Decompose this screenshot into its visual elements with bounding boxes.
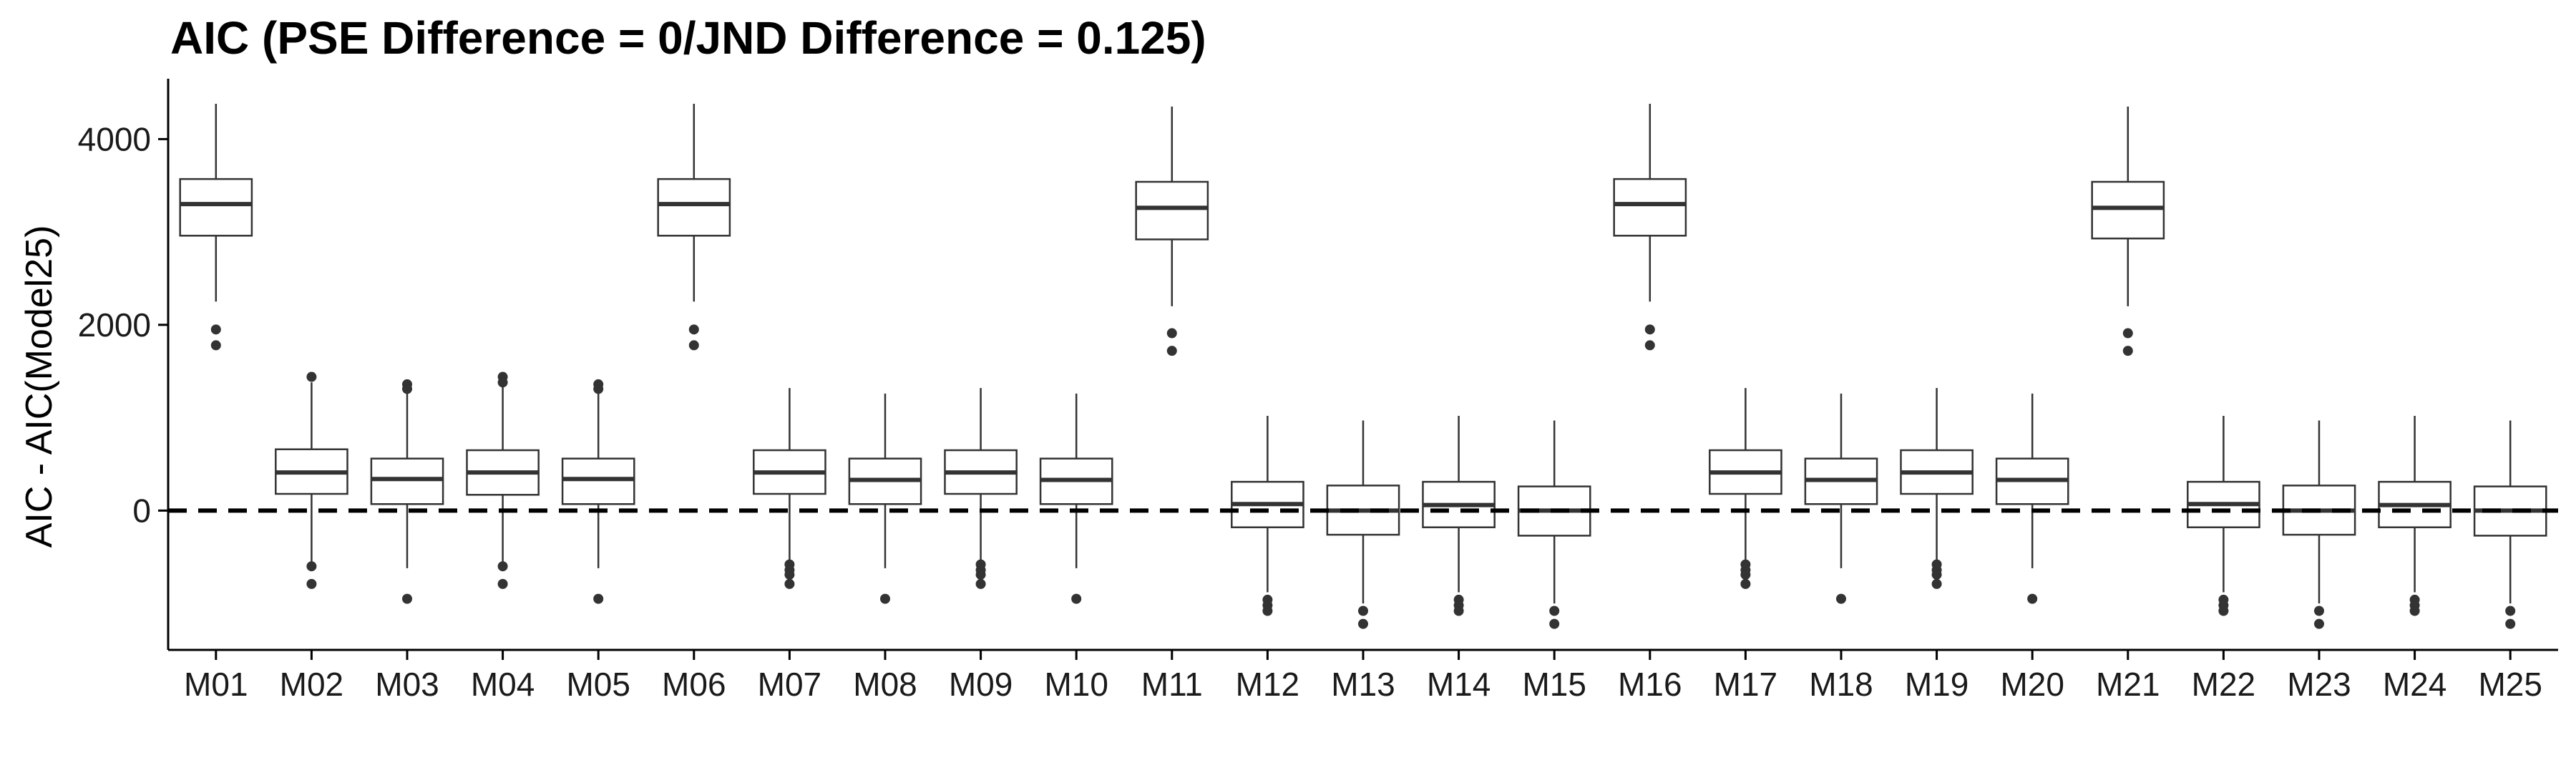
box bbox=[657, 178, 731, 237]
x-tick-label: M10 bbox=[1044, 666, 1108, 703]
y-tick-label: 2000 bbox=[78, 306, 151, 344]
x-tick-label: M19 bbox=[1905, 666, 1968, 703]
box bbox=[1613, 178, 1687, 237]
x-tick-label: M13 bbox=[1331, 666, 1395, 703]
box bbox=[1135, 180, 1209, 240]
outlier-point bbox=[2122, 346, 2133, 356]
outlier-point bbox=[975, 578, 986, 589]
x-tick-label: M11 bbox=[1141, 666, 1203, 703]
box bbox=[2091, 180, 2165, 240]
outlier-point bbox=[497, 578, 508, 589]
outlier-point bbox=[306, 561, 317, 572]
outlier-point bbox=[1549, 618, 1560, 629]
plot-area: 0 2000 4000 M01 M02 M03 M04 M05 M06 M07 M08 M09 M10 M… bbox=[78, 104, 2558, 703]
outlier-point bbox=[210, 324, 221, 335]
x-tick-label: M03 bbox=[375, 666, 439, 703]
outlier-point bbox=[975, 569, 986, 580]
outlier-point bbox=[1166, 346, 1177, 356]
outlier-point bbox=[2505, 618, 2516, 629]
x-tick-label: M06 bbox=[662, 666, 726, 703]
outlier-point bbox=[1644, 340, 1655, 351]
outlier-point bbox=[306, 371, 317, 382]
outlier-point bbox=[402, 593, 412, 604]
outlier-point bbox=[1071, 593, 1082, 604]
outlier-point bbox=[2505, 606, 2516, 616]
x-tick-label: M07 bbox=[758, 666, 821, 703]
y-tick-label: 4000 bbox=[78, 120, 151, 157]
x-tick-label: M09 bbox=[949, 666, 1013, 703]
y-tick-label: 0 bbox=[132, 492, 151, 529]
x-tick-label: M17 bbox=[1714, 666, 1777, 703]
outlier-point bbox=[1740, 578, 1751, 589]
outlier-point bbox=[1644, 324, 1655, 335]
outlier-point bbox=[2122, 328, 2133, 339]
outlier-point bbox=[1549, 606, 1560, 616]
outlier-point bbox=[2314, 606, 2324, 616]
outlier-point bbox=[1931, 578, 1942, 589]
x-tick-label: M04 bbox=[471, 666, 535, 703]
box bbox=[561, 457, 635, 505]
x-tick-label: M15 bbox=[1522, 666, 1586, 703]
outlier-point bbox=[402, 384, 412, 394]
outlier-point bbox=[2027, 593, 2038, 604]
x-tick-label: M22 bbox=[2192, 666, 2255, 703]
outlier-point bbox=[306, 578, 317, 589]
x-tick-label: M25 bbox=[2478, 666, 2542, 703]
outlier-point bbox=[880, 593, 890, 604]
chart-title: AIC (PSE Difference = 0/JND Difference =… bbox=[170, 12, 1206, 64]
outlier-point bbox=[593, 593, 604, 604]
x-tick-label: M16 bbox=[1618, 666, 1682, 703]
y-axis-title: AIC - AIC(Model25) bbox=[19, 225, 60, 548]
x-tick-label: M20 bbox=[2000, 666, 2064, 703]
outlier-point bbox=[688, 340, 699, 351]
outlier-point bbox=[1931, 569, 1942, 580]
x-tick-label: M05 bbox=[566, 666, 630, 703]
outlier-point bbox=[1262, 606, 1273, 616]
outlier-point bbox=[593, 384, 604, 394]
outlier-point bbox=[2409, 606, 2420, 616]
outlier-point bbox=[1166, 328, 1177, 339]
x-tick-label: M18 bbox=[1809, 666, 1873, 703]
x-tick-label: M08 bbox=[853, 666, 917, 703]
outlier-point bbox=[497, 377, 508, 388]
x-tick-label: M24 bbox=[2383, 666, 2446, 703]
outlier-point bbox=[1453, 606, 1464, 616]
outlier-point bbox=[1836, 593, 1846, 604]
outlier-point bbox=[1358, 618, 1368, 629]
box bbox=[370, 457, 444, 505]
outlier-point bbox=[1358, 606, 1368, 616]
outlier-point bbox=[2218, 606, 2229, 616]
outlier-point bbox=[784, 569, 795, 580]
x-tick-label: M01 bbox=[184, 666, 248, 703]
x-tick-label: M02 bbox=[280, 666, 343, 703]
outlier-point bbox=[497, 561, 508, 572]
x-tick-label: M14 bbox=[1427, 666, 1491, 703]
box bbox=[179, 178, 253, 237]
x-tick-label: M21 bbox=[2096, 666, 2160, 703]
outlier-point bbox=[688, 324, 699, 335]
outlier-point bbox=[210, 340, 221, 351]
outlier-point bbox=[2314, 618, 2324, 629]
outlier-point bbox=[1740, 569, 1751, 580]
x-tick-label: M23 bbox=[2287, 666, 2351, 703]
outlier-point bbox=[784, 578, 795, 589]
x-tick-label: M12 bbox=[1236, 666, 1299, 703]
